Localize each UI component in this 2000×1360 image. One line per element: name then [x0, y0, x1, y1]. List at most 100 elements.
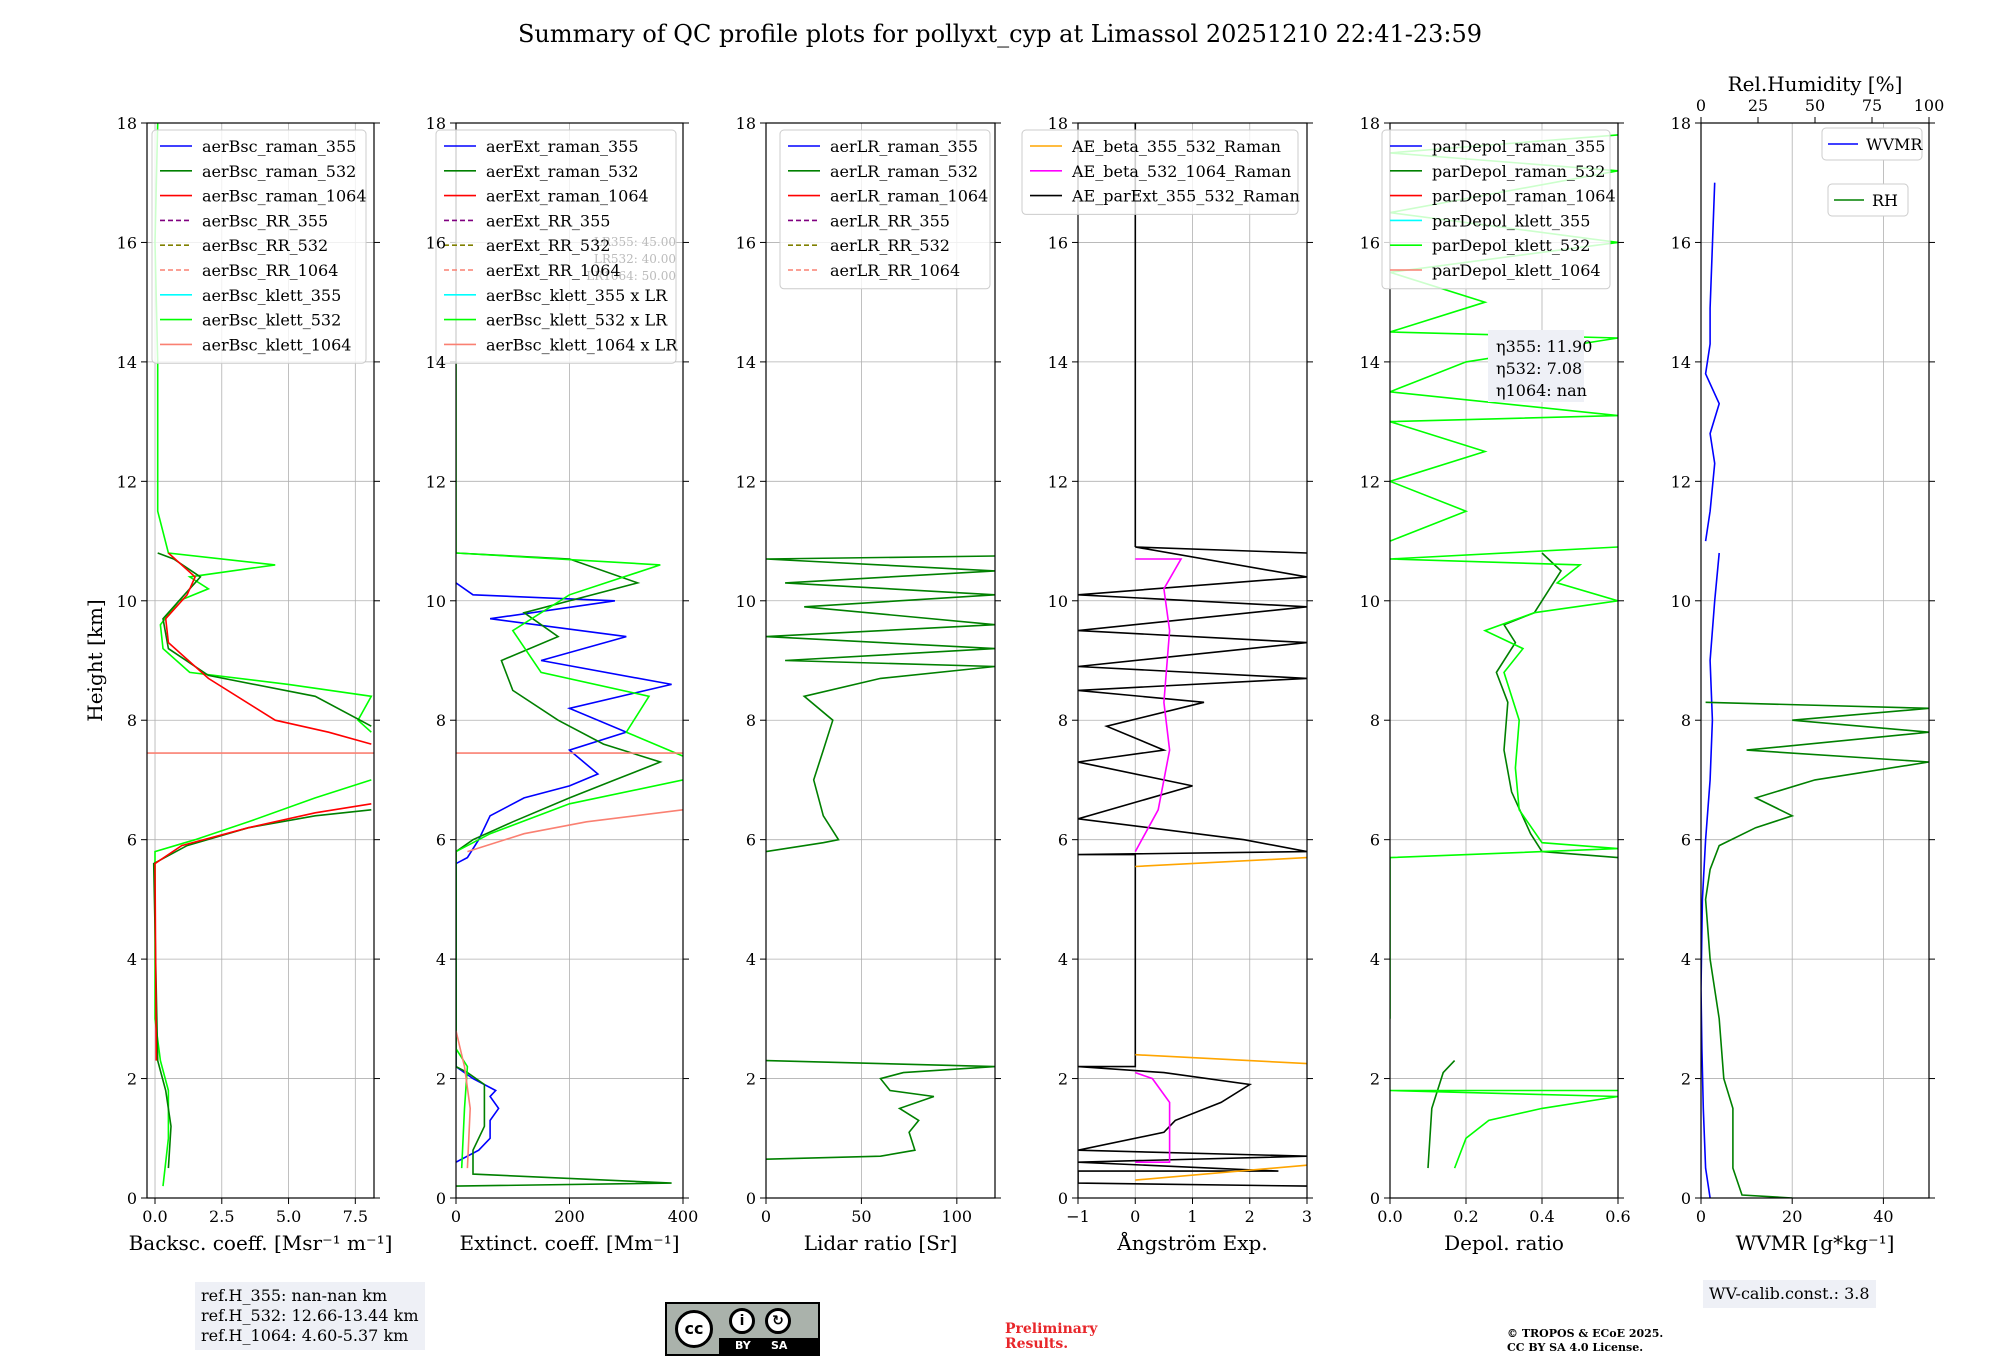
preliminary-line-1: Preliminary — [1005, 1321, 1098, 1337]
y-tick-label: 14 — [1360, 353, 1380, 372]
y-axis-label: Height [km] — [83, 599, 107, 721]
y-tick-label: 12 — [1048, 472, 1068, 491]
x-axis-label: Depol. ratio — [1444, 1231, 1564, 1255]
y-tick-label: 12 — [1671, 472, 1691, 491]
series-line-AE_beta_532_1064_Raman — [1135, 1071, 1171, 1163]
legend-box — [1381, 129, 1611, 290]
plot-frame — [1700, 122, 1930, 1199]
y-tick-label: 18 — [426, 114, 446, 133]
legend-label: aerBsc_raman_532 — [202, 162, 356, 181]
series-line-aerBsc_raman_532_upper — [157, 552, 372, 727]
legend-label: AE_beta_355_532_Raman — [1071, 137, 1281, 156]
lr-note: LR1064: 50.00 — [586, 269, 676, 283]
y-tick-label: 10 — [1360, 592, 1380, 611]
y-tick-label: 18 — [117, 114, 137, 133]
y-tick-label: 0 — [436, 1189, 446, 1208]
y-tick-label: 14 — [426, 353, 446, 372]
legend-label: aerBsc_klett_1064 — [202, 335, 351, 354]
legend-label: aerBsc_klett_355 — [202, 286, 341, 305]
series-line-aerBsc_klett_532 — [154, 779, 372, 1187]
x-tick-label: 0 — [451, 1207, 461, 1226]
copyright-note: © TROPOS & ECoE 2025. CC BY SA 4.0 Licens… — [1507, 1327, 1663, 1355]
y-tick-label: 10 — [736, 592, 756, 611]
y-tick-label: 18 — [1360, 114, 1380, 133]
y-tick-label: 6 — [436, 831, 446, 850]
y-tick-label: 18 — [736, 114, 756, 133]
y-tick-label: 12 — [117, 472, 137, 491]
y-tick-label: 16 — [736, 233, 756, 252]
series-group — [1701, 182, 1929, 1198]
series-group — [147, 123, 374, 1187]
legend-label: aerBsc_raman_355 — [202, 137, 356, 156]
y-tick-label: 2 — [1370, 1070, 1380, 1089]
top-x-tick-label: 0 — [1696, 96, 1706, 115]
legend-label: parDepol_raman_1064 — [1432, 187, 1616, 206]
y-tick-label: 0 — [1370, 1189, 1380, 1208]
y-tick-label: 2 — [1058, 1070, 1068, 1089]
y-tick-label: 14 — [1671, 353, 1691, 372]
x-tick-label: 200 — [554, 1207, 585, 1226]
y-tick-label: 16 — [426, 233, 446, 252]
panel-depol — [1381, 122, 1624, 1204]
legend-label: aerBsc_klett_532 — [202, 311, 341, 330]
legend-label: parDepol_raman_532 — [1432, 162, 1605, 181]
y-tick-label: 6 — [1058, 831, 1068, 850]
series-line-aerLR_raman_532_upper — [766, 555, 995, 853]
y-tick-label: 6 — [127, 831, 137, 850]
x-tick-label: 2.5 — [209, 1207, 234, 1226]
legend-box — [779, 129, 991, 290]
y-tick-label: 0 — [1681, 1189, 1691, 1208]
x-tick-label: −1 — [1066, 1207, 1090, 1226]
legend-label: aerBsc_RR_532 — [202, 236, 328, 255]
series-line-aerExt_raman_355 — [456, 582, 672, 1163]
y-tick-label: 2 — [746, 1070, 756, 1089]
panel-extinction — [435, 122, 689, 1204]
panel-wvmr — [1695, 117, 1935, 1204]
legend-label: parDepol_klett_355 — [1432, 211, 1590, 230]
series-line-AE_beta_355_532_Raman_upper — [1135, 856, 1307, 868]
legend-label: parDepol_raman_355 — [1432, 137, 1605, 156]
ref-height-1064: ref.H_1064: 4.60-5.37 km — [201, 1326, 409, 1345]
y-tick-label: 4 — [746, 950, 756, 969]
legend-box — [1021, 129, 1299, 215]
cc-license-badge: cc i ↻ BY SA — [665, 1302, 820, 1356]
y-tick-label: 2 — [127, 1070, 137, 1089]
legend-label: AE_beta_532_1064_Raman — [1071, 162, 1291, 181]
legend-label: aerBsc_klett_355 x LR — [486, 286, 668, 305]
license-strip: BY SA — [719, 1338, 818, 1354]
legend-box — [435, 129, 677, 364]
series-line-aerBsc_klett_532 x LR upper — [456, 361, 683, 757]
legend-label: aerBsc_klett_532 x LR — [486, 311, 668, 330]
y-tick-label: 16 — [1671, 233, 1691, 252]
legend-label: aerExt_RR_355 — [486, 211, 610, 230]
series-group — [1390, 134, 1618, 1169]
y-tick-label: 14 — [736, 353, 756, 372]
by-person-icon: i — [729, 1308, 755, 1334]
sa-label: SA — [771, 1339, 788, 1352]
x-tick-label: 40 — [1873, 1207, 1893, 1226]
y-tick-label: 10 — [426, 592, 446, 611]
y-tick-label: 6 — [1681, 831, 1691, 850]
x-tick-label: 400 — [668, 1207, 699, 1226]
lr-note: LR355: 45.00 — [594, 235, 676, 249]
y-tick-label: 4 — [1058, 950, 1068, 969]
y-tick-label: 8 — [436, 711, 446, 730]
y-tick-label: 0 — [746, 1189, 756, 1208]
copyright-line-2: CC BY SA 4.0 License. — [1507, 1341, 1644, 1354]
series-line-AE_beta_355_532_Raman_mid — [1135, 1053, 1307, 1065]
x-tick-label: 1 — [1187, 1207, 1197, 1226]
legend-label: aerLR_raman_355 — [830, 137, 978, 156]
legend-label: aerExt_raman_1064 — [486, 187, 649, 206]
ref-height-532: ref.H_532: 12.66-13.44 km — [201, 1306, 419, 1325]
x-tick-label: 2 — [1245, 1207, 1255, 1226]
legend-label: parDepol_klett_1064 — [1432, 261, 1601, 280]
ref-heights-box: ref.H_355: nan-nan km ref.H_532: 12.66-13… — [195, 1282, 425, 1350]
x-tick-label: 7.5 — [343, 1207, 368, 1226]
plot-frame — [146, 122, 375, 1199]
series-line-aerBsc_klett_1064 x LR curve — [467, 809, 683, 853]
legend-label: AE_parExt_355_532_Raman — [1071, 187, 1300, 206]
y-tick-label: 14 — [117, 353, 137, 372]
y-tick-label: 10 — [1048, 592, 1068, 611]
legend-label: aerBsc_RR_1064 — [202, 261, 338, 280]
